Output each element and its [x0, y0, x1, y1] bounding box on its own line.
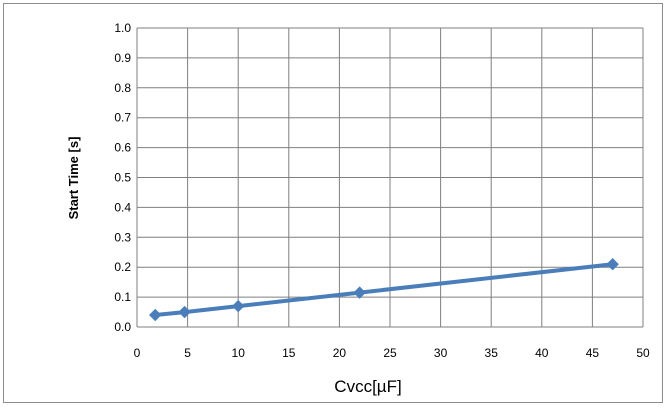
x-tick-label: 50: [636, 346, 650, 360]
x-tick-label: 10: [232, 346, 246, 360]
y-tick-label: 0.6: [114, 141, 131, 155]
data-point-marker: [606, 258, 619, 271]
y-tick-label: 0.1: [114, 290, 131, 304]
y-tick-label: 0.8: [114, 81, 131, 95]
y-tick-label: 0.7: [114, 111, 131, 125]
data-point-marker: [353, 286, 366, 299]
x-tick-label: 45: [586, 346, 600, 360]
x-axis-label: Cvcc[µF]: [334, 377, 401, 396]
x-tick-label: 20: [333, 346, 347, 360]
y-tick-label: 0.3: [114, 230, 131, 244]
x-tick-labels: 0 5 10 15 20 25 30 35 40 45 50: [134, 346, 650, 360]
data-point-marker: [231, 299, 245, 313]
y-tick-labels: 0.0 0.1 0.2 0.3 0.4 0.5 0.6 0.7 0.8 0.9 1.0: [114, 21, 131, 334]
y-axis-label: Start Time [s]: [66, 137, 81, 220]
x-tick-label: 30: [434, 346, 448, 360]
x-tick-label: 15: [282, 346, 296, 360]
y-tick-label: 1.0: [114, 21, 131, 35]
data-point-marker: [149, 308, 162, 322]
chart-frame: [3, 3, 663, 403]
y-tick-label: 0.9: [114, 51, 131, 65]
x-tick-label: 25: [383, 346, 397, 360]
y-tick-label: 0.5: [114, 171, 131, 185]
data-point-marker: [178, 305, 191, 319]
y-tick-label: 0.2: [114, 260, 131, 274]
x-tick-label: 40: [535, 346, 549, 360]
series-line: [153, 262, 615, 317]
grid-lines: [136, 27, 644, 328]
y-tick-label: 0.4: [114, 200, 131, 214]
x-tick-label: 5: [184, 346, 191, 360]
x-tick-label: 35: [485, 346, 499, 360]
x-tick-label: 0: [134, 346, 141, 360]
series-layer: [149, 258, 619, 322]
y-tick-label: 0.0: [114, 320, 131, 334]
